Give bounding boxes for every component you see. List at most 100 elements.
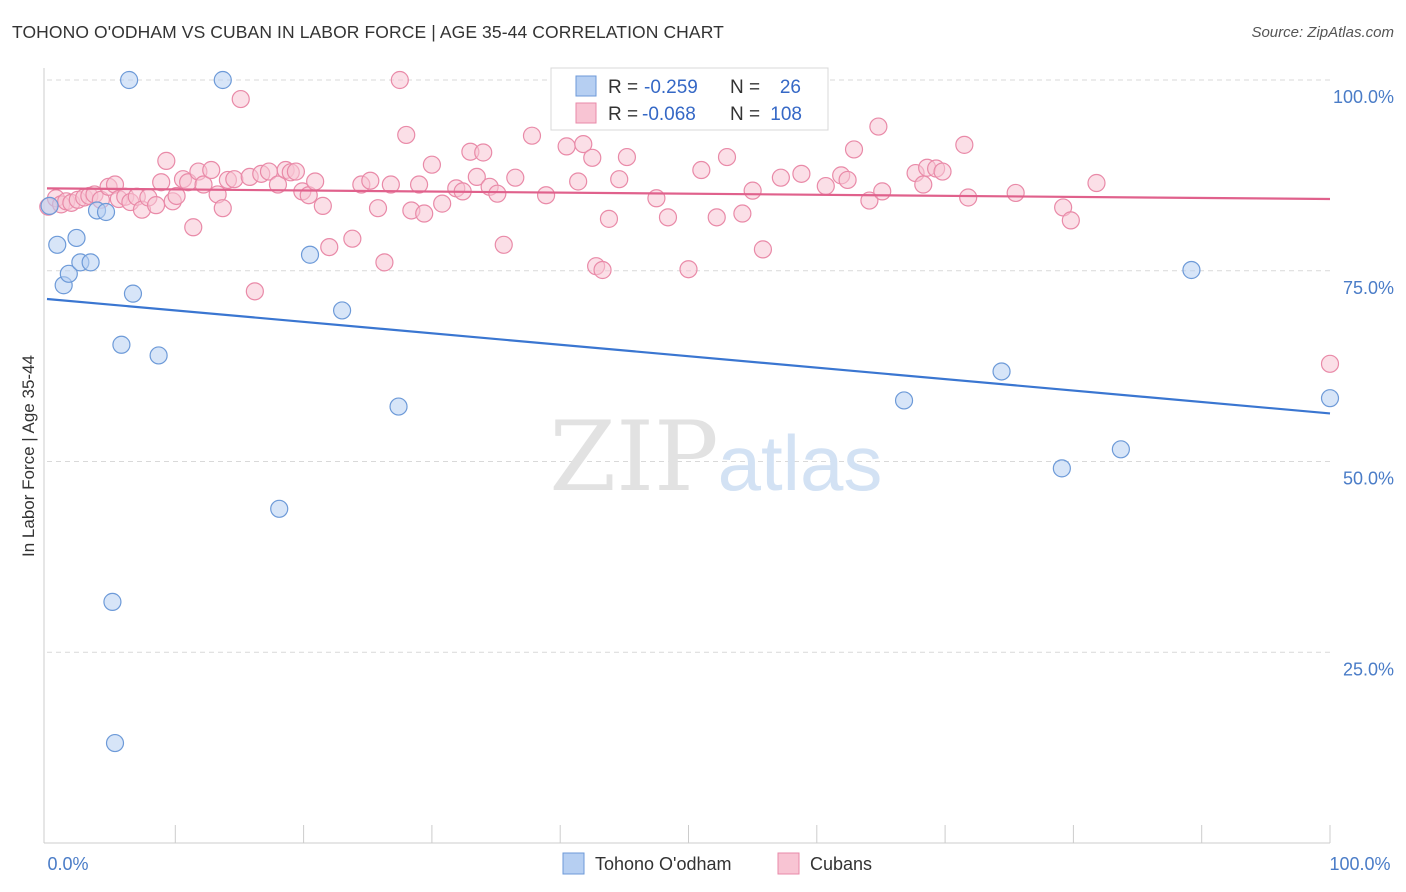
cubans-point-91 xyxy=(816,176,835,196)
cubans-point-47 xyxy=(343,229,362,248)
cubans-point-88 xyxy=(753,240,773,259)
cubans-point-18 xyxy=(146,196,166,215)
cubans-point-49 xyxy=(361,171,380,190)
tohono-point-22 xyxy=(1052,459,1071,478)
cubans-point-58 xyxy=(422,155,441,174)
cubans-point-109 xyxy=(1320,354,1340,373)
cubans-point-72 xyxy=(569,172,588,191)
tohono-point-15 xyxy=(213,70,232,90)
gridlines xyxy=(47,79,1330,653)
tohono-point-24 xyxy=(1182,260,1201,280)
cubans-point-93 xyxy=(838,170,857,190)
tohono-point-6 xyxy=(81,253,100,272)
cubans-point-105 xyxy=(1006,183,1025,203)
legend-n-value-2: 108 xyxy=(770,104,802,125)
cubans-point-74 xyxy=(583,148,602,167)
cubans-point-30 xyxy=(213,199,232,218)
watermark-zip: ZIP xyxy=(549,401,718,513)
tohono-point-13 xyxy=(123,284,143,303)
y-tick-label-0: 100.0% xyxy=(1333,87,1394,107)
legend-swatch-pink xyxy=(575,102,597,124)
y-tick-labels: 100.0% 75.0% 50.0% 25.0% xyxy=(1333,87,1394,679)
cubans-point-70 xyxy=(536,186,556,205)
cubans-point-53 xyxy=(390,70,409,90)
tohono-trend-line xyxy=(46,297,1331,415)
cubans-point-87 xyxy=(743,181,762,200)
legend-r-value-1: -0.259 xyxy=(644,77,698,98)
cubans-point-108 xyxy=(1087,173,1106,193)
stats-legend: R = -0.259 N = 26 R = -0.068 N = 108 xyxy=(550,67,829,131)
cubans-point-89 xyxy=(771,168,790,187)
tohono-point-11 xyxy=(112,335,131,354)
tohono-point-25 xyxy=(1320,389,1340,408)
cubans-point-59 xyxy=(433,194,452,213)
cubans-point-19 xyxy=(152,173,171,192)
cubans-point-104 xyxy=(959,188,978,207)
tohono-point-19 xyxy=(389,397,408,416)
tohono-point-1 xyxy=(48,235,67,254)
bottom-legend-swatch-pink xyxy=(777,852,800,875)
tohono-point-9 xyxy=(103,592,122,611)
tohono-point-23 xyxy=(1111,440,1130,459)
tohono-points xyxy=(40,70,1340,753)
tohono-point-3 xyxy=(59,264,78,283)
cubans-point-94 xyxy=(844,140,864,159)
cubans-point-67 xyxy=(494,235,513,254)
cubans-point-56 xyxy=(409,175,429,194)
bottom-legend-swatch-blue xyxy=(562,852,585,875)
cubans-point-103 xyxy=(955,135,974,154)
tohono-point-14 xyxy=(149,346,168,365)
cubans-point-71 xyxy=(557,137,576,156)
cubans-point-52 xyxy=(381,175,400,194)
legend-swatch-blue xyxy=(575,75,597,97)
tohono-point-16 xyxy=(270,499,289,518)
cubans-point-38 xyxy=(268,175,288,194)
cubans-point-44 xyxy=(306,172,325,191)
cubans-point-107 xyxy=(1061,211,1080,230)
x-tick-label-right: 100.0% xyxy=(1329,854,1390,874)
cubans-point-86 xyxy=(733,204,752,223)
cubans-point-81 xyxy=(658,208,678,227)
tohono-point-21 xyxy=(992,362,1011,381)
tohono-point-17 xyxy=(300,245,320,264)
cubans-point-79 xyxy=(617,147,637,167)
axes xyxy=(43,68,1331,844)
cubans-point-78 xyxy=(610,170,629,189)
cubans-point-41 xyxy=(286,162,306,181)
cubans-point-51 xyxy=(375,253,394,272)
cubans-point-50 xyxy=(368,199,388,218)
cubans-point-28 xyxy=(202,160,221,180)
legend-r-label-2: R = xyxy=(608,104,638,125)
series-legend: Tohono O'odham Cubans xyxy=(562,852,872,875)
cubans-point-97 xyxy=(873,182,892,201)
cubans-point-57 xyxy=(415,204,434,223)
cubans-point-102 xyxy=(933,162,952,181)
cubans-point-99 xyxy=(914,175,933,194)
cubans-point-90 xyxy=(792,164,811,183)
cubans-point-45 xyxy=(313,196,332,215)
cubans-point-68 xyxy=(506,168,525,187)
cubans-point-25 xyxy=(184,218,203,237)
cubans-point-22 xyxy=(167,186,186,206)
y-tick-label-2: 50.0% xyxy=(1343,469,1394,489)
y-tick-label-3: 25.0% xyxy=(1343,659,1394,679)
cubans-point-32 xyxy=(225,170,244,189)
tohono-point-12 xyxy=(120,70,139,90)
cubans-point-33 xyxy=(231,89,250,109)
chart-title: TOHONO O'ODHAM VS CUBAN IN LABOR FORCE |… xyxy=(12,22,724,42)
x-tick-label-left: 0.0% xyxy=(47,854,88,874)
tohono-point-8 xyxy=(96,202,116,222)
legend-n-label-2: N = xyxy=(730,104,760,125)
bottom-legend-label-1: Tohono O'odham xyxy=(595,854,732,874)
cubans-point-64 xyxy=(474,143,493,162)
legend-r-value-2: -0.068 xyxy=(642,104,696,125)
cubans-point-83 xyxy=(692,160,711,180)
cubans-point-85 xyxy=(717,147,737,167)
y-tick-label-1: 75.0% xyxy=(1343,278,1394,298)
cubans-point-77 xyxy=(599,209,619,228)
tohono-point-18 xyxy=(332,301,352,320)
tohono-point-20 xyxy=(894,391,914,410)
tohono-point-4 xyxy=(67,228,86,248)
bottom-legend-label-2: Cubans xyxy=(810,854,872,874)
